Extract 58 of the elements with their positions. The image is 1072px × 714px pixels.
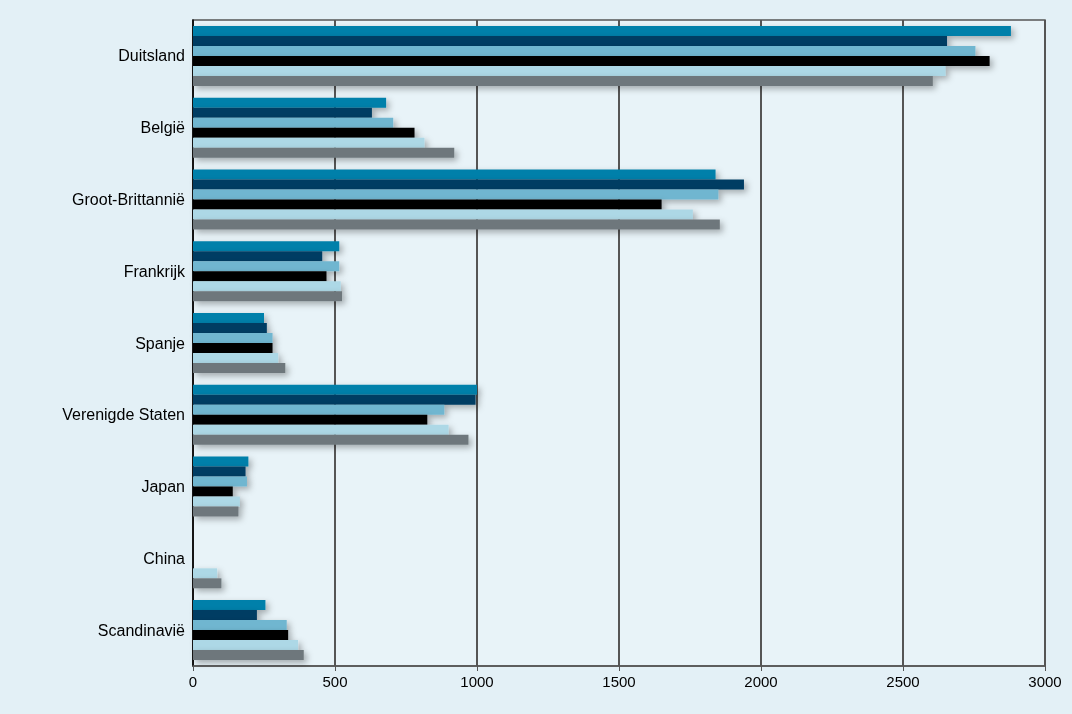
bar bbox=[193, 384, 477, 395]
bar bbox=[193, 107, 372, 118]
x-tick-label: 1500 bbox=[602, 673, 636, 690]
bar bbox=[193, 313, 264, 323]
x-tick-label: 2500 bbox=[886, 673, 920, 690]
bar bbox=[193, 650, 304, 661]
bar bbox=[193, 333, 273, 343]
bar bbox=[193, 45, 976, 56]
y-tick-label: België bbox=[140, 119, 186, 137]
bar bbox=[193, 35, 948, 46]
bar bbox=[193, 476, 247, 487]
x-tick-label: 3000 bbox=[1028, 673, 1062, 690]
y-tick-label: Scandinavië bbox=[97, 621, 186, 639]
bar bbox=[193, 640, 299, 651]
bar bbox=[193, 261, 340, 272]
bar bbox=[193, 424, 449, 435]
bar bbox=[193, 147, 455, 158]
bar bbox=[193, 466, 246, 477]
y-tick-label: Spanje bbox=[135, 334, 186, 352]
bar bbox=[193, 179, 744, 190]
bar bbox=[193, 394, 476, 405]
bar bbox=[193, 137, 425, 148]
y-tick-label: Duitsland bbox=[118, 47, 185, 65]
bar bbox=[193, 65, 946, 76]
x-tick-label: 2000 bbox=[744, 673, 778, 690]
bar bbox=[193, 600, 266, 611]
bar bbox=[193, 241, 340, 252]
bar bbox=[193, 434, 469, 445]
bar bbox=[193, 219, 720, 230]
bar bbox=[193, 363, 286, 373]
bar bbox=[193, 189, 719, 200]
y-tick-label: Groot-Brittannië bbox=[72, 190, 186, 208]
bar bbox=[193, 568, 218, 579]
bar bbox=[193, 353, 279, 363]
bar bbox=[193, 251, 323, 262]
bar bbox=[193, 25, 1011, 36]
x-tick-label: 1000 bbox=[460, 673, 494, 690]
bar bbox=[193, 323, 267, 333]
bar bbox=[193, 506, 239, 517]
y-tick-label: Verenigde Staten bbox=[62, 406, 185, 424]
bar bbox=[193, 291, 343, 302]
bar bbox=[193, 75, 933, 86]
bar bbox=[193, 281, 341, 292]
y-tick-label: Japan bbox=[141, 478, 185, 496]
y-tick-label: China bbox=[143, 549, 186, 567]
bar bbox=[193, 610, 257, 621]
bar bbox=[193, 496, 240, 507]
bar bbox=[193, 209, 693, 220]
y-tick-label: Frankrijk bbox=[123, 262, 186, 280]
bar bbox=[193, 578, 222, 589]
x-tick-label: 500 bbox=[322, 673, 348, 690]
x-tick-label: 0 bbox=[188, 673, 198, 690]
bar bbox=[193, 620, 287, 631]
bar bbox=[193, 117, 394, 128]
bar bbox=[193, 456, 249, 467]
bar bbox=[193, 97, 387, 108]
bar bbox=[193, 169, 716, 180]
bar bbox=[193, 404, 445, 415]
